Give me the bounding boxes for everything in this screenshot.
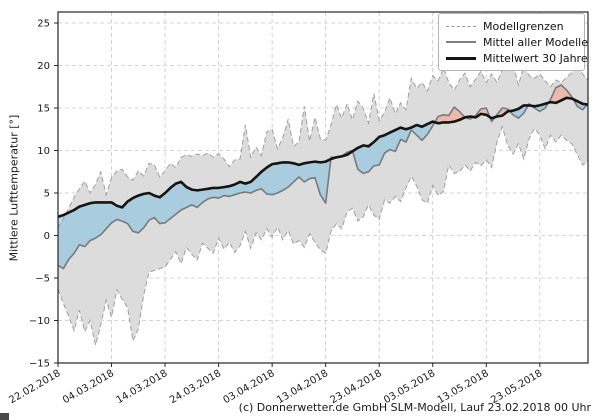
model-bounds-band: [58, 58, 588, 346]
gray-line-icon: [446, 41, 476, 43]
y-tick-label: −15: [29, 359, 50, 370]
chart-legend: Modellgrenzen Mittel aller Modelle Mitte…: [438, 13, 588, 71]
copyright-text: (c) Donnerwetter.de GmbH SLM-Modell, Lau…: [238, 401, 591, 414]
legend-label: Mittelwert 30 Jahre: [483, 51, 588, 65]
model-mean-line: [57, 84, 589, 270]
x-tick-label: 22.02.2018: [7, 368, 62, 406]
y-tick-label: 0: [44, 231, 50, 242]
model-min-line: [57, 125, 589, 346]
legend-item-30yr-mean: Mittelwert 30 Jahre: [446, 50, 588, 66]
legend-label: Modellgrenzen: [483, 19, 564, 33]
x-tick-label: 04.03.2018: [61, 368, 116, 406]
y-axis-label: Mittlere Lufttemperatur [°]: [7, 114, 21, 262]
x-tick-label: 24.03.2018: [168, 368, 223, 406]
y-tick-label: 25: [37, 19, 50, 30]
legend-item-model-bounds: Modellgrenzen: [446, 18, 578, 34]
cropped-corner-artifact: [0, 413, 9, 420]
below-normal-fill: [58, 97, 588, 269]
y-tick-label: −5: [35, 274, 50, 285]
mean30-line: [57, 96, 589, 219]
y-tick-label: 5: [44, 189, 50, 200]
y-tick-label: 15: [37, 104, 50, 115]
x-tick-label: 14.03.2018: [114, 368, 169, 406]
y-tick-label: −10: [29, 316, 50, 327]
above-normal-fill: [58, 85, 588, 217]
plot-frame: [57, 11, 589, 364]
black-line-icon: [446, 56, 476, 60]
legend-item-model-mean: Mittel aller Modelle: [446, 34, 588, 50]
legend-label: Mittel aller Modelle: [483, 35, 588, 49]
model-max-line: [57, 57, 589, 229]
y-tick-label: 10: [37, 146, 50, 157]
dashed-line-icon: [446, 25, 476, 27]
y-tick-label: 20: [37, 61, 50, 72]
